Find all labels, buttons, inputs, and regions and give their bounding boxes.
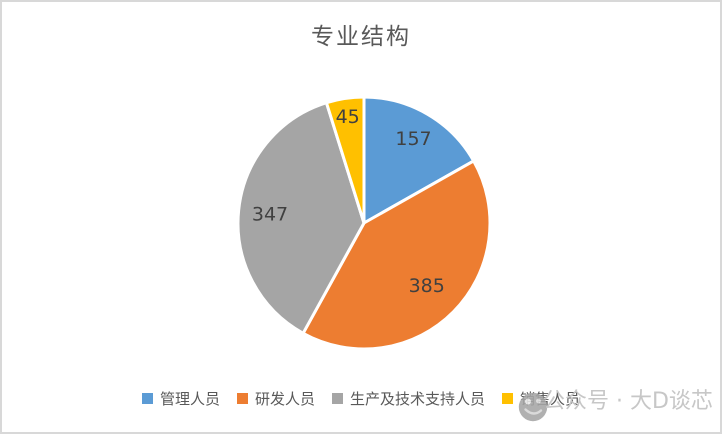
- data-label-3: 347: [252, 204, 288, 226]
- pie-slice-4: [324, 95, 366, 225]
- legend-item-2: 研发人员: [236, 388, 315, 409]
- chart-title: 专业结构: [311, 24, 411, 50]
- legend-marker-icon: [502, 393, 514, 404]
- legend-label: 管理人员: [159, 390, 220, 408]
- pie-slice-2: [301, 159, 492, 351]
- legend-label: 生产及技术支持人员: [350, 390, 486, 408]
- watermark-logo: [518, 392, 548, 422]
- legend-item-3: 生产及技术支持人员: [332, 388, 485, 409]
- legend-marker-icon: [141, 393, 153, 404]
- watermark-text: 公众号 · 大D谈芯: [543, 389, 713, 414]
- legend-marker-icon: [332, 393, 343, 404]
- data-label-4: 45: [336, 106, 360, 128]
- data-label-1: 157: [395, 128, 431, 150]
- pie-slice-3: [236, 101, 366, 335]
- legend-marker-icon: [236, 393, 248, 404]
- pie-slice-1: [362, 95, 476, 225]
- legend-label: 研发人员: [254, 390, 315, 408]
- data-label-2: 385: [409, 275, 445, 297]
- legend-item-1: 管理人员: [141, 388, 220, 409]
